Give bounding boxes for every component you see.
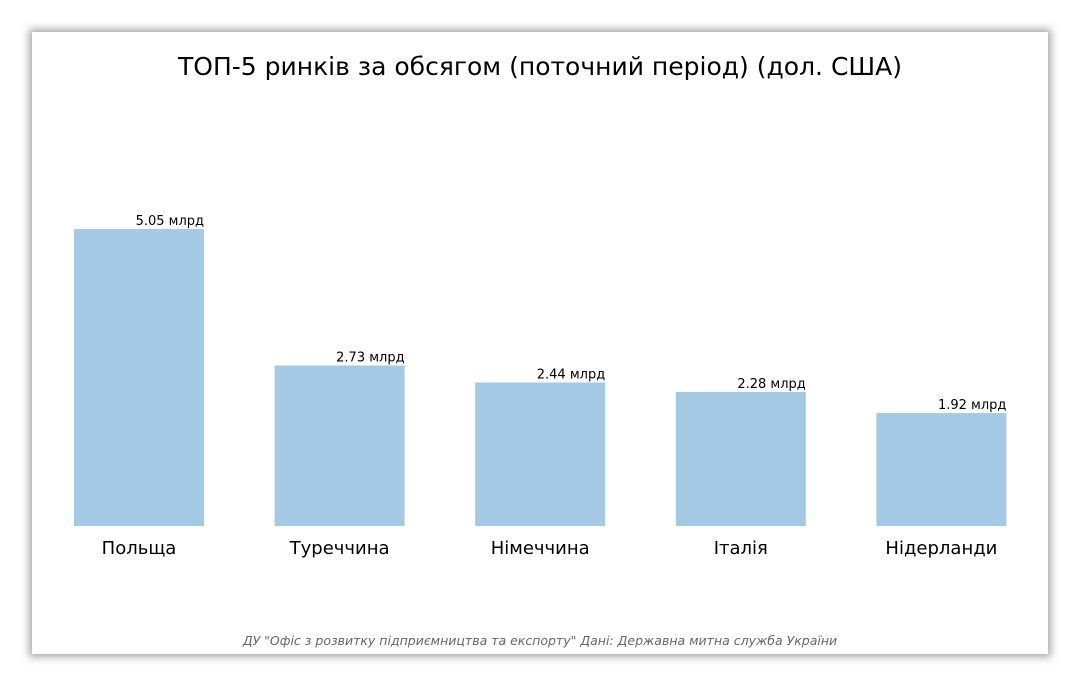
category-label-3: Німеччина — [491, 538, 590, 559]
bar-2 — [274, 365, 405, 526]
bar-value-label-4: 2.28 млрд — [737, 377, 805, 392]
bar-value-label-3: 2.44 млрд — [537, 368, 605, 383]
bar-value-label-5: 1.92 млрд — [938, 398, 1006, 413]
bar-1 — [74, 229, 204, 526]
bar-5 — [876, 413, 1007, 526]
bar-value-label-2: 2.73 млрд — [336, 350, 404, 365]
category-label-2: Туреччина — [289, 538, 390, 559]
source-note: ДУ "Офіс з розвитку підприємництва та ек… — [242, 633, 838, 648]
category-label-4: Італія — [714, 538, 768, 559]
bar-4 — [675, 391, 806, 526]
category-label-5: Нідерланди — [885, 538, 997, 559]
bar-value-label-1: 5.05 млрд — [136, 214, 204, 229]
category-label-1: Польща — [102, 538, 177, 559]
chart-title: ТОП-5 ринків за обсягом (поточний період… — [178, 52, 902, 81]
bar-3 — [475, 382, 606, 526]
